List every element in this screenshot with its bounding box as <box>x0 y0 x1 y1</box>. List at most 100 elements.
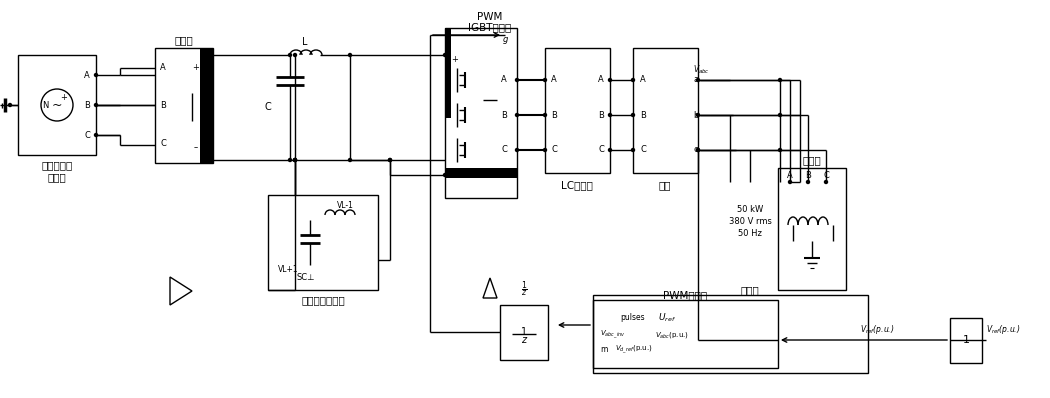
Text: c: c <box>693 146 697 154</box>
Text: B: B <box>551 111 556 119</box>
Text: A: A <box>160 64 166 72</box>
Text: PWM: PWM <box>478 12 503 22</box>
Text: B: B <box>160 101 166 111</box>
Circle shape <box>544 113 546 117</box>
Circle shape <box>631 148 634 152</box>
Text: A: A <box>788 170 793 179</box>
Text: ~: ~ <box>51 98 62 111</box>
Circle shape <box>778 148 781 152</box>
Circle shape <box>516 78 519 82</box>
Text: +: + <box>61 94 67 103</box>
Text: pulses: pulses <box>620 314 645 322</box>
Circle shape <box>289 53 292 57</box>
Text: 稳压器: 稳压器 <box>740 285 759 295</box>
Circle shape <box>609 148 611 152</box>
Text: A: A <box>551 76 556 84</box>
Text: $\frac{1}{z}$: $\frac{1}{z}$ <box>521 280 527 300</box>
Circle shape <box>696 148 699 152</box>
Text: 超级电容控制器: 超级电容控制器 <box>301 295 344 305</box>
Text: B: B <box>598 111 604 119</box>
Text: –: – <box>194 144 198 152</box>
Circle shape <box>94 103 98 107</box>
Text: a: a <box>693 76 698 84</box>
Circle shape <box>8 103 12 107</box>
Circle shape <box>516 113 519 117</box>
Bar <box>545 48 610 173</box>
Circle shape <box>806 181 810 183</box>
Text: $V_{abc}$: $V_{abc}$ <box>693 64 710 76</box>
Bar <box>200 48 213 163</box>
Circle shape <box>349 158 352 162</box>
Text: B: B <box>84 101 90 109</box>
Text: C: C <box>265 102 271 112</box>
Bar <box>500 305 548 360</box>
Circle shape <box>824 181 827 183</box>
Text: A: A <box>84 70 90 80</box>
Text: g: g <box>502 35 508 45</box>
Circle shape <box>443 53 446 57</box>
Text: A: A <box>501 76 507 84</box>
Text: 三相可编程: 三相可编程 <box>41 160 72 170</box>
Text: C: C <box>501 146 507 154</box>
Circle shape <box>349 53 352 57</box>
Circle shape <box>609 78 611 82</box>
Text: 380 V rms: 380 V rms <box>729 217 772 226</box>
Text: L: L <box>302 37 308 47</box>
Circle shape <box>516 148 519 152</box>
Text: 整流器: 整流器 <box>174 35 193 45</box>
Text: B: B <box>640 111 646 119</box>
Circle shape <box>294 158 296 162</box>
Text: –: – <box>453 166 457 174</box>
Circle shape <box>631 113 634 117</box>
Circle shape <box>94 74 98 76</box>
Text: A: A <box>640 76 646 84</box>
Bar <box>445 168 517 178</box>
Text: $V_{ref}$(p.u.): $V_{ref}$(p.u.) <box>860 324 895 336</box>
Circle shape <box>388 158 392 162</box>
Text: +: + <box>192 64 200 72</box>
Text: LC滤波器: LC滤波器 <box>561 180 593 190</box>
Text: $V_{ref}$(p.u.): $V_{ref}$(p.u.) <box>986 324 1021 336</box>
Text: $V_{abc}$(p.u.): $V_{abc}$(p.u.) <box>655 330 689 340</box>
Circle shape <box>94 133 98 137</box>
Text: C: C <box>598 146 604 154</box>
Circle shape <box>443 174 446 176</box>
Circle shape <box>631 78 634 82</box>
Text: +: + <box>452 55 459 64</box>
Text: z: z <box>522 335 526 345</box>
Text: C: C <box>640 146 646 154</box>
Bar <box>155 48 213 163</box>
Bar <box>950 318 982 363</box>
Text: C: C <box>84 131 90 140</box>
Circle shape <box>294 158 296 162</box>
Bar <box>268 195 378 290</box>
Bar <box>18 55 96 155</box>
Text: PWM发生器: PWM发生器 <box>663 290 707 300</box>
Text: A: A <box>598 76 604 84</box>
Circle shape <box>294 158 296 162</box>
Circle shape <box>696 148 699 152</box>
Text: SC⊥: SC⊥ <box>297 273 315 283</box>
Circle shape <box>289 158 292 162</box>
Text: b: b <box>693 111 698 119</box>
Text: N: N <box>42 101 48 109</box>
Text: $V_{abc\_inv}$: $V_{abc\_inv}$ <box>600 329 626 341</box>
Text: VL-1: VL-1 <box>337 201 354 209</box>
Text: $V_{d\_ref}$(p.u.): $V_{d\_ref}$(p.u.) <box>615 344 652 356</box>
Bar <box>633 48 698 173</box>
Bar <box>778 168 846 290</box>
Text: 50 Hz: 50 Hz <box>738 230 762 238</box>
Text: 测量: 测量 <box>658 180 671 190</box>
Circle shape <box>544 78 546 82</box>
Text: 50 kW: 50 kW <box>737 205 763 215</box>
Text: $U_{ref}$: $U_{ref}$ <box>658 312 676 324</box>
Bar <box>445 28 517 198</box>
Text: 1: 1 <box>963 335 969 345</box>
Circle shape <box>388 158 392 162</box>
Text: C: C <box>551 146 556 154</box>
Circle shape <box>696 78 699 82</box>
Text: m: m <box>600 345 607 355</box>
Circle shape <box>544 148 546 152</box>
Text: 稳压器: 稳压器 <box>802 155 821 165</box>
Bar <box>593 295 868 373</box>
